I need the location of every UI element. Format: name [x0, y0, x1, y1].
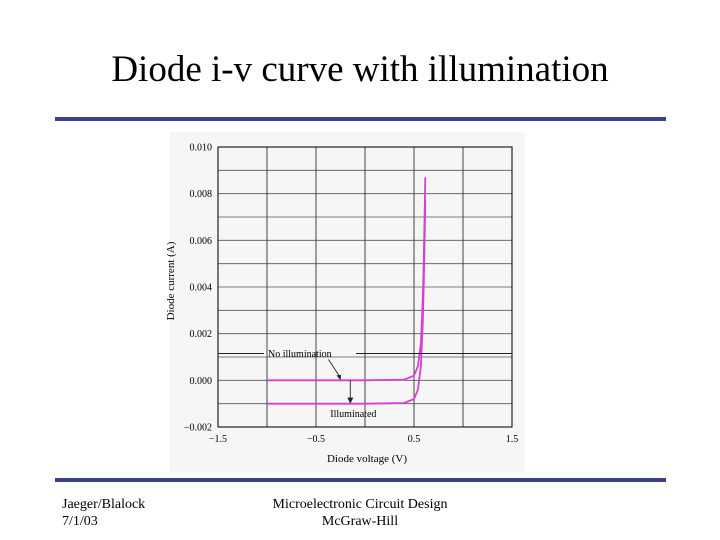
x-tick-label: 1.5 — [506, 434, 519, 445]
annotation-no-illumination: No illumination — [268, 349, 332, 360]
footer-author-name: Jaeger/Blalock — [62, 497, 146, 512]
annotation-arrowhead — [336, 374, 341, 381]
footer-author: Jaeger/Blalock 7/1/03 — [62, 496, 145, 530]
footer-publisher: McGraw-Hill — [321, 514, 399, 529]
series-layer — [267, 177, 427, 405]
slide-title: Diode i-v curve with illumination — [111, 49, 609, 90]
x-tick-label: −0.5 — [307, 434, 325, 445]
y-axis-label: Diode current (A) — [165, 241, 177, 320]
annotations: No illumination Illuminated — [218, 349, 512, 420]
y-tick-label: 0.004 — [190, 283, 213, 294]
footer-date: 7/1/03 — [62, 514, 98, 529]
footer-book-title: Microelectronic Circuit Design — [272, 497, 448, 512]
y-tick-label: 0.002 — [190, 329, 213, 340]
annotation-illuminated: Illuminated — [330, 409, 376, 420]
y-tick-label: 0.000 — [190, 376, 213, 387]
series-line-illuminated — [267, 200, 427, 405]
x-tick-label: 0.5 — [408, 434, 421, 445]
plot-frame — [217, 146, 513, 428]
footer-divider — [55, 478, 666, 482]
y-tick-label: 0.010 — [190, 143, 213, 154]
annotation-arrow-line — [328, 359, 340, 377]
x-tick-label: −1.5 — [209, 434, 227, 445]
y-tick-label: 0.006 — [190, 236, 213, 247]
x-axis-label: Diode voltage (V) — [327, 453, 407, 465]
y-tick-label: −0.002 — [184, 423, 212, 434]
plot-background — [170, 132, 525, 472]
axes — [217, 146, 513, 428]
tick-labels: −0.002 0.000 0.002 0.004 0.006 0.008 0.010 −1.5… — [184, 143, 518, 446]
annotation-arrowhead — [347, 397, 354, 404]
footer-book: Microelectronic Circuit Design McGraw-Hi… — [260, 496, 460, 530]
y-tick-label: 0.008 — [190, 189, 213, 200]
title-divider — [55, 117, 666, 121]
